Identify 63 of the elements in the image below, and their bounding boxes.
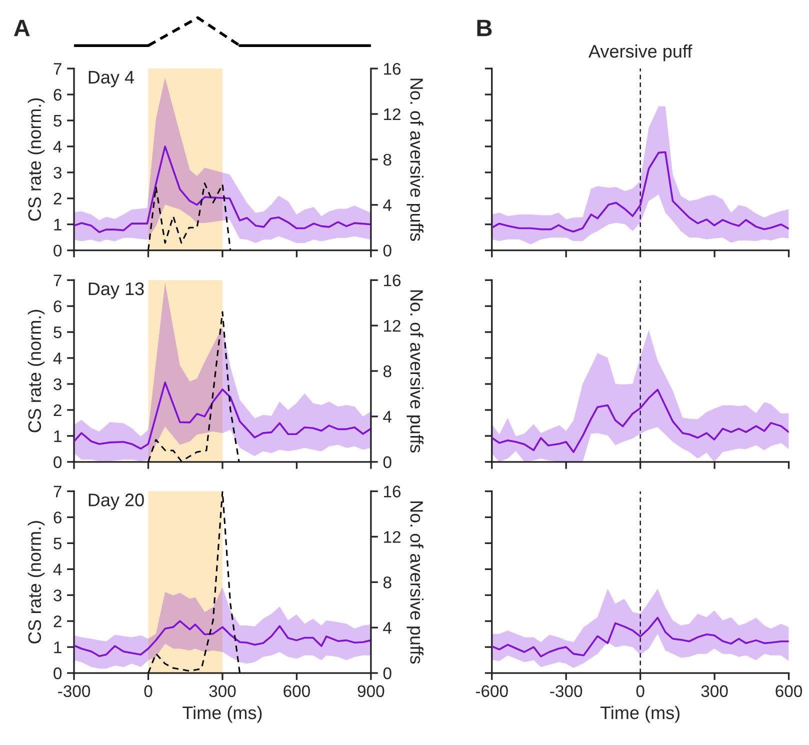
y-tick-label: 1	[54, 430, 62, 442]
y-axis-title: CS rate (norm.)	[28, 310, 45, 432]
x-tick-label: 0	[636, 685, 644, 698]
y-tick-label: 3	[54, 590, 62, 602]
annotation: Day 13	[88, 282, 144, 299]
y-tick-label: 2	[54, 192, 62, 204]
y-tick-label: 7	[54, 63, 62, 75]
y-tick-label: 3	[54, 166, 62, 179]
y-tick-label: 6	[54, 88, 62, 101]
y2-tick-label: 16	[384, 62, 401, 75]
y2-tick-label: 0	[383, 244, 392, 257]
y-tick-label: 7	[54, 274, 62, 286]
x-tick-label: 900	[358, 685, 384, 698]
x-tick-label: -300	[58, 685, 90, 698]
x-tick-label: -300	[550, 685, 582, 698]
y2-tick-label: 12	[384, 320, 400, 332]
y-tick-label: 3	[54, 378, 62, 390]
y2-tick-label: 4	[383, 199, 392, 211]
x-axis-title: Time (ms)	[182, 706, 262, 723]
y-tick-label: 0	[54, 667, 62, 680]
y2-tick-label: 8	[383, 576, 392, 588]
y-tick-label: 6	[54, 512, 62, 524]
y-tick-label: 2	[54, 615, 62, 628]
y2-tick-label: 0	[383, 667, 392, 680]
y2-tick-label: 12	[384, 531, 400, 543]
y-axis-title: CS rate (norm.)	[28, 521, 45, 644]
y-tick-label: 2	[54, 404, 62, 416]
x-axis-title: Time (ms)	[600, 706, 680, 723]
y2-axis-title: No. of aversive puffs	[406, 501, 424, 664]
y2-tick-label: 4	[383, 622, 392, 634]
x-tick-label: 600	[776, 685, 802, 698]
y-axis-title: CS rate (norm.)	[28, 98, 45, 221]
y2-tick-label: 8	[383, 154, 392, 166]
y-tick-label: 5	[54, 538, 62, 550]
y-tick-label: 6	[54, 300, 62, 312]
x-tick-label: -600	[476, 685, 508, 698]
y2-axis-title: No. of aversive puffs	[406, 290, 424, 452]
y-tick-label: 0	[54, 456, 62, 468]
x-tick-label: 300	[701, 685, 728, 698]
y-tick-label: 1	[54, 218, 62, 230]
chart-title: A	[14, 20, 30, 36]
y2-tick-label: 8	[383, 365, 392, 378]
y-tick-label: 0	[54, 244, 62, 257]
annotation: Day 4	[88, 71, 134, 88]
y-tick-label: 1	[54, 642, 62, 654]
y2-axis-title: No. of aversive puffs	[406, 78, 424, 241]
y-tick-label: 4	[53, 352, 62, 364]
y-tick-label: 7	[54, 486, 62, 498]
x-tick-label: 0	[144, 685, 152, 698]
y-tick-label: 5	[54, 326, 62, 338]
y-tick-label: 4	[53, 141, 62, 152]
x-tick-label: 600	[284, 685, 310, 698]
y2-tick-label: 16	[384, 274, 401, 286]
y2-tick-label: 16	[384, 486, 401, 498]
ref-line-label: Aversive puff	[588, 44, 692, 62]
y2-tick-label: 4	[383, 411, 392, 422]
annotation: Day 20	[88, 494, 144, 510]
y2-tick-label: 12	[384, 108, 400, 120]
x-tick-label: 300	[209, 685, 236, 698]
chart-title: B	[477, 20, 492, 36]
y2-tick-label: 0	[383, 456, 392, 468]
y-tick-label: 4	[53, 564, 62, 576]
y-tick-label: 5	[54, 115, 62, 127]
